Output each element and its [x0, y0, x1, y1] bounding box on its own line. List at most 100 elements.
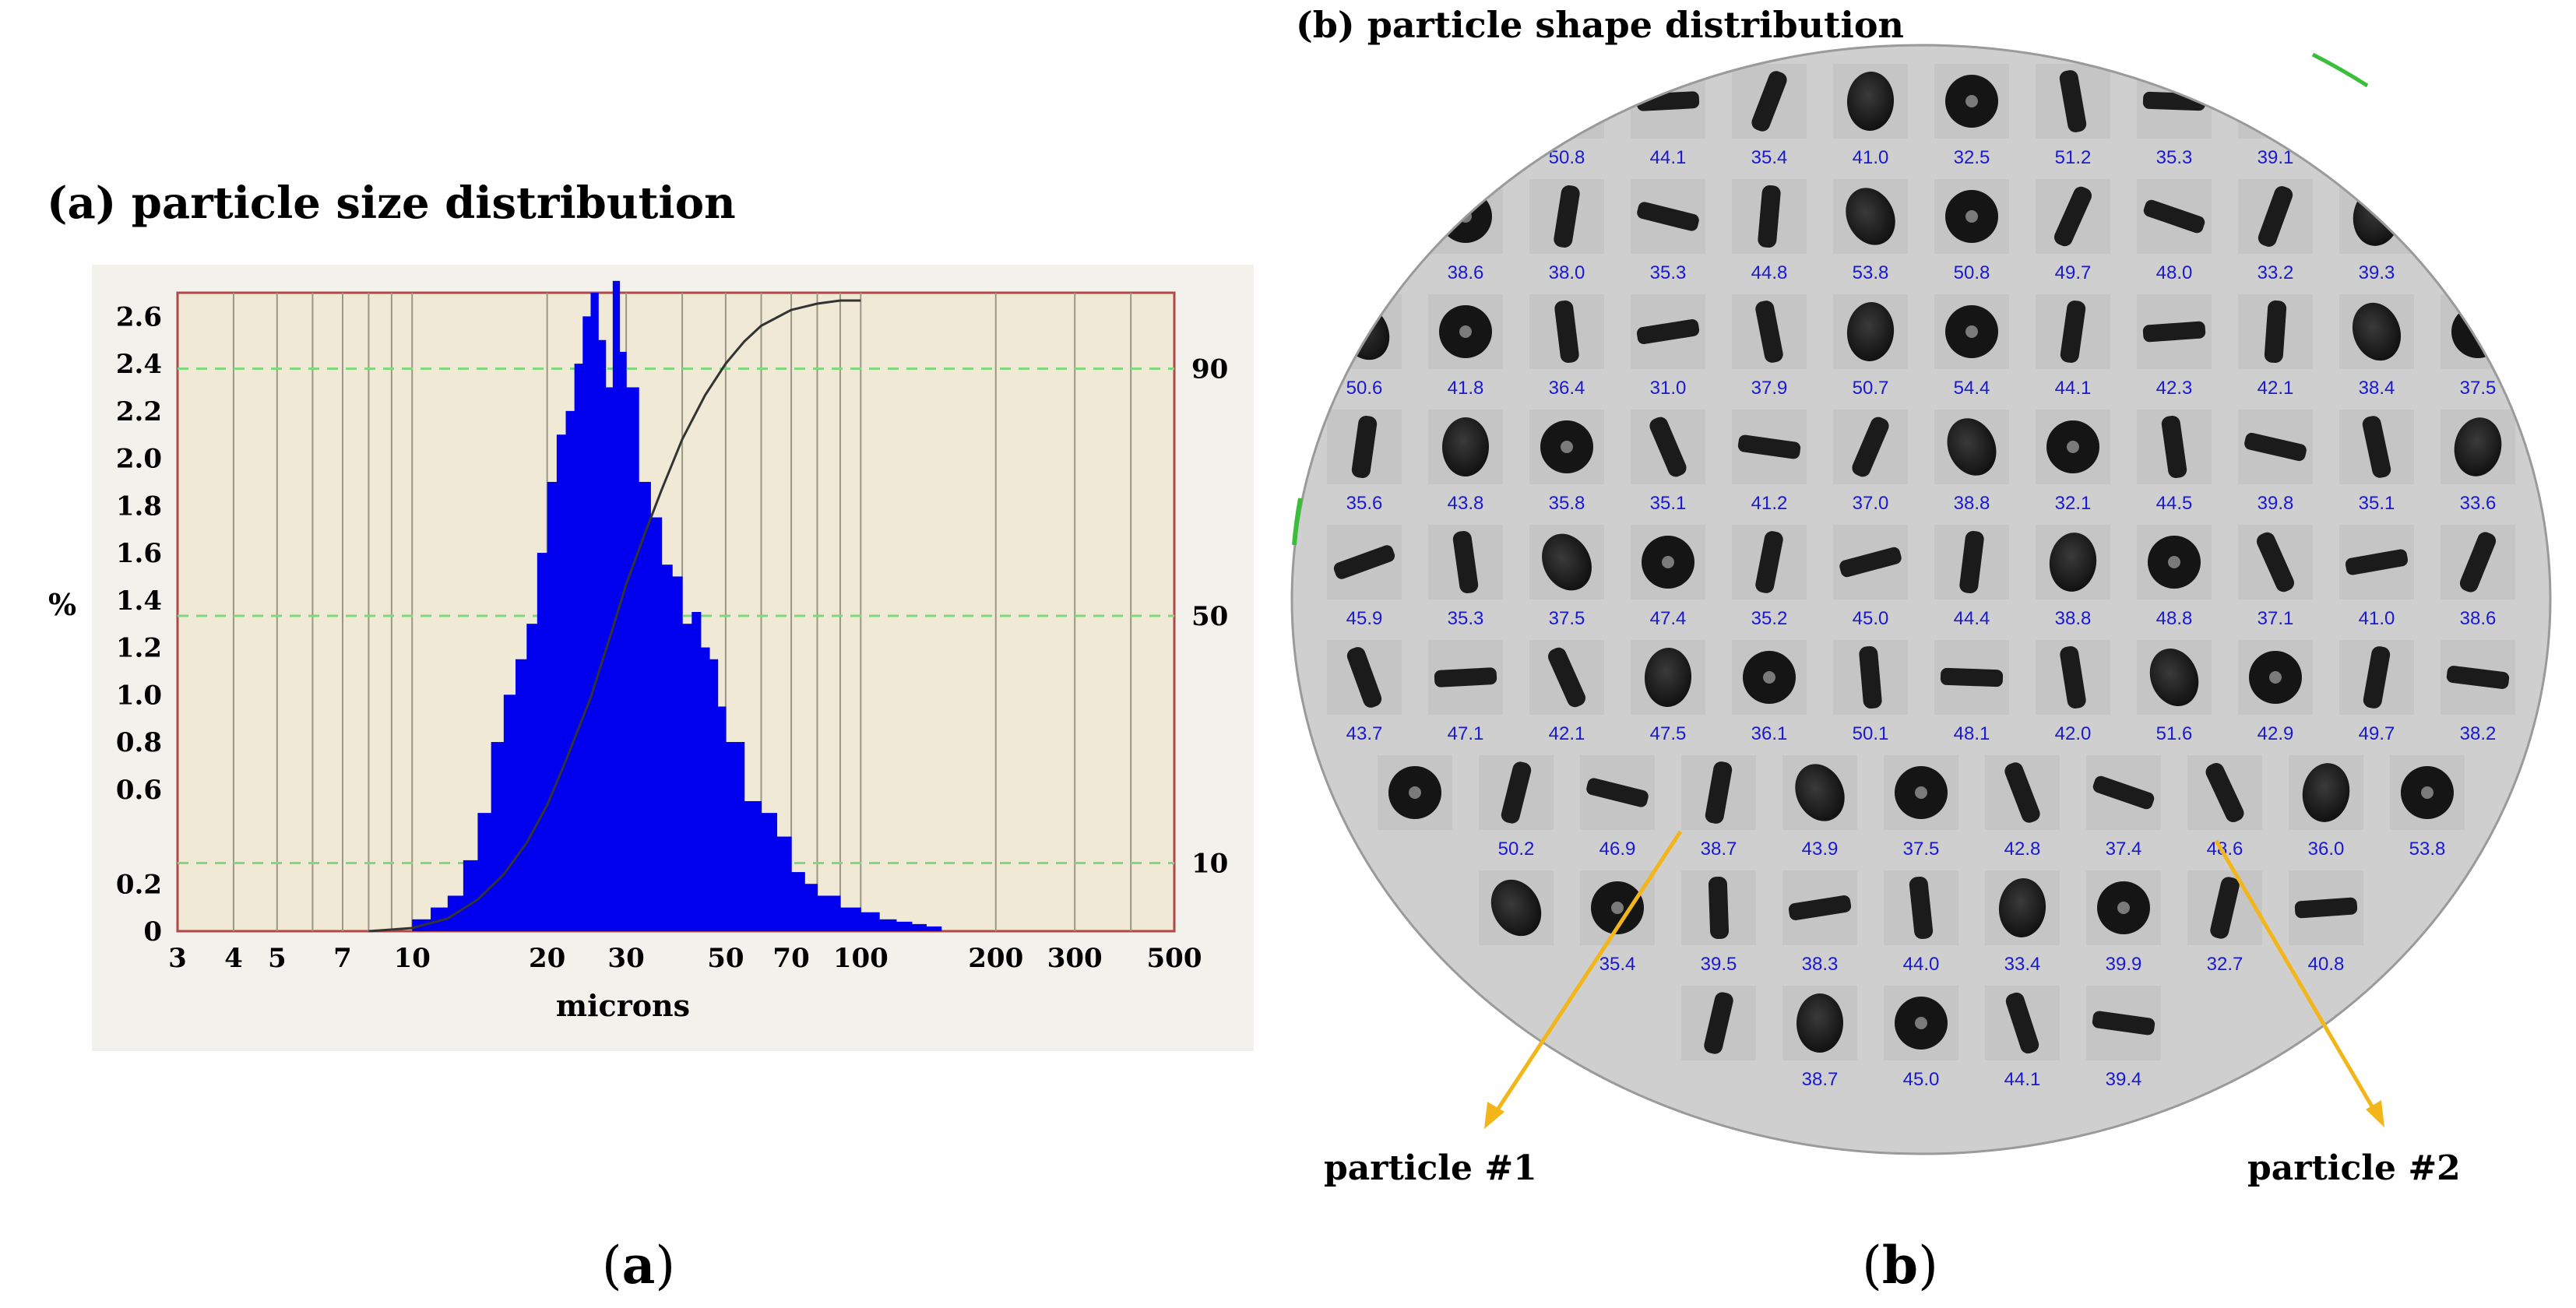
particle-core [2067, 441, 2079, 453]
particle-value-label: 42.8 [2004, 839, 2041, 860]
particle-value-label: 32.7 [2207, 954, 2243, 975]
histogram-bar [619, 351, 627, 932]
particle-value-label: 50.6 [1346, 378, 1383, 399]
particle-value-label: 38.2 [2460, 723, 2497, 744]
particle-shape [2143, 199, 2205, 234]
x-tick-label: 70 [772, 943, 809, 974]
x-tick-label: 50 [707, 943, 744, 974]
histogram-bar [537, 553, 548, 931]
particle-value-label: 35.6 [1346, 493, 1383, 514]
x-tick-label: 30 [607, 943, 644, 974]
histogram-bar [839, 907, 861, 931]
particle-value-label: 47.1 [1448, 723, 1484, 744]
particle-shape [1708, 876, 1730, 940]
particle-value-label: 46.9 [1599, 839, 1636, 860]
particle-value-label: 37.5 [1903, 839, 1940, 860]
particle-value-label: 37.5 [2460, 378, 2497, 399]
particle-shape [1998, 878, 2046, 937]
x-tick-label: 200 [968, 943, 1023, 974]
x-tick-label: 4 [224, 943, 243, 974]
particle-shape [2005, 992, 2039, 1054]
particle-core [1561, 441, 1573, 453]
particle-shape [1846, 188, 1895, 245]
y-tick-label: 2.2 [116, 396, 162, 427]
particle-shape [2345, 549, 2409, 575]
particle-value-label: 41.2 [1751, 493, 1788, 514]
particle-shape [1637, 202, 1699, 231]
right-tick-label: 10 [1191, 849, 1228, 880]
histogram-bar [626, 387, 639, 932]
histogram-bar [491, 742, 505, 931]
particle-value-label: 49.7 [2359, 723, 2395, 744]
histogram-bar [650, 517, 663, 931]
particle-value-label: 39.3 [2359, 262, 2395, 283]
particle-value-label: 31.0 [1650, 378, 1687, 399]
particle-value-label: 50.8 [1954, 262, 1990, 283]
particle-shape [2454, 417, 2502, 476]
particle-shape [1755, 531, 1783, 593]
particle-value-label: 36.1 [1751, 723, 1788, 744]
histogram-bar [639, 481, 651, 931]
histogram-bar [556, 434, 566, 931]
histogram-bar [463, 860, 478, 931]
histogram-bar [515, 659, 527, 931]
particle-value-label: 35.2 [1751, 608, 1788, 629]
particle-value-label: 45.0 [1903, 1069, 1940, 1090]
right-axis-ticks: 10 50 90 [1191, 353, 1228, 879]
particle-value-label: 32.5 [1954, 147, 1990, 168]
arrowhead-1 [1484, 1102, 1504, 1129]
particle-value-label: 38.6 [2460, 608, 2497, 629]
particle-shape [2161, 416, 2187, 478]
particle-value-label: 50.8 [1549, 147, 1585, 168]
y-tick-label: 1.0 [116, 680, 162, 711]
particle-value-label: 40.8 [2308, 954, 2345, 975]
particle-core [2117, 902, 2130, 914]
particle-value-label: 38.3 [1802, 954, 1839, 975]
y-tick-label: 0 [143, 916, 162, 948]
particle-value-label: 39.5 [1701, 954, 1737, 975]
y-tick-label: 2.0 [116, 444, 162, 475]
x-axis-ticks: 3 4 5 7 10 20 30 50 70 100 200 300 500 [168, 943, 1202, 974]
histogram-bar [725, 742, 745, 931]
histogram-bar [547, 481, 558, 931]
particle-shape [2210, 877, 2240, 939]
particle-value-label: 35.4 [1751, 147, 1788, 168]
histogram-bar [692, 612, 702, 931]
particle-shape [1751, 71, 1787, 132]
particle-value-label: 42.0 [2055, 723, 2092, 744]
right-tick-label: 50 [1191, 601, 1228, 632]
histogram-bar [761, 813, 778, 931]
histogram-bar [717, 706, 727, 931]
histogram-bar [700, 647, 710, 931]
particle-value-label: 47.5 [1650, 723, 1687, 744]
histogram-bar [879, 919, 897, 931]
particle-value-label: 32.1 [2055, 493, 2092, 514]
particle-value-label: 35.4 [1599, 954, 1636, 975]
reference-lines [178, 367, 1174, 865]
particle-value-label: 42.9 [2258, 723, 2294, 744]
particle-core [1459, 325, 1472, 338]
panel-b-caption: (b) [1862, 1235, 1938, 1296]
particle-value-label: 45.9 [1346, 608, 1383, 629]
particle-value-label: 33.2 [2258, 262, 2294, 283]
panel-a-caption: (a) [602, 1235, 675, 1296]
particle-shape [1547, 647, 1586, 708]
cumulative-curve [368, 299, 861, 933]
gridlines [232, 293, 1132, 931]
particle-value-label: 38.4 [2359, 378, 2395, 399]
histogram-bar [744, 800, 762, 931]
y-tick-label: 2.4 [116, 349, 162, 380]
particle-1-label: particle #1 [1324, 1148, 1537, 1188]
particle-shape [2446, 666, 2510, 689]
particle-value-label: 43.8 [1448, 493, 1484, 514]
particle-value-label: 38.0 [1549, 262, 1585, 283]
particle-value-label: 44.4 [1954, 608, 1990, 629]
particle-value-label: 41.0 [1853, 147, 1889, 168]
x-tick-label: 3 [168, 943, 187, 974]
histogram-bar [776, 836, 792, 931]
particle-shape [2362, 416, 2391, 478]
particle-shape [1649, 417, 1687, 477]
particle-shape [2256, 532, 2295, 592]
histogram-bar [661, 564, 673, 931]
x-tick-label: 10 [394, 943, 431, 974]
